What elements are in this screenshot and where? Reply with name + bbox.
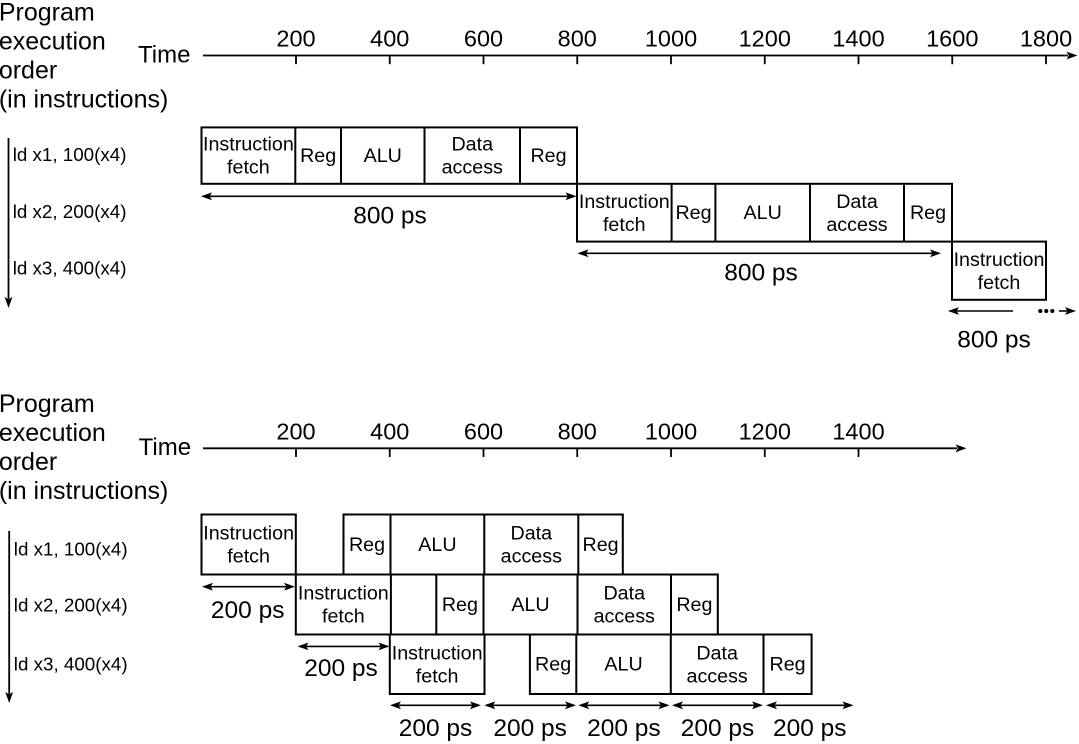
svg-text:order: order bbox=[0, 57, 57, 85]
svg-text:access: access bbox=[826, 214, 887, 236]
svg-text:ld x3, 400(x4): ld x3, 400(x4) bbox=[13, 258, 127, 279]
svg-text:access: access bbox=[687, 665, 748, 687]
svg-text:800 ps: 800 ps bbox=[957, 327, 1031, 354]
svg-text:200 ps: 200 ps bbox=[304, 655, 378, 682]
svg-text:Instruction: Instruction bbox=[203, 134, 294, 156]
svg-text:200 ps: 200 ps bbox=[773, 715, 847, 742]
svg-text:800: 800 bbox=[558, 26, 597, 52]
svg-text:Reg: Reg bbox=[676, 594, 712, 616]
svg-text:200 ps: 200 ps bbox=[681, 715, 755, 742]
svg-text:800 ps: 800 ps bbox=[724, 259, 798, 286]
svg-text:ALU: ALU bbox=[418, 534, 456, 556]
svg-text:Reg: Reg bbox=[442, 594, 478, 616]
svg-text:Program: Program bbox=[0, 390, 95, 418]
svg-text:Data: Data bbox=[696, 642, 738, 664]
svg-text:600: 600 bbox=[464, 26, 503, 52]
svg-text:ALU: ALU bbox=[511, 594, 549, 616]
svg-text:1200: 1200 bbox=[739, 26, 791, 52]
svg-text:execution: execution bbox=[0, 28, 106, 56]
svg-text:Reg: Reg bbox=[582, 534, 618, 556]
svg-text:1200: 1200 bbox=[739, 418, 791, 444]
svg-text:Reg: Reg bbox=[530, 145, 566, 167]
svg-text:ALU: ALU bbox=[744, 202, 782, 224]
svg-text:Reg: Reg bbox=[349, 534, 385, 556]
svg-text:fetch: fetch bbox=[978, 272, 1021, 294]
svg-text:fetch: fetch bbox=[227, 546, 270, 568]
svg-text:Data: Data bbox=[511, 523, 553, 545]
svg-text:Time: Time bbox=[138, 41, 190, 68]
svg-text:access: access bbox=[594, 606, 655, 628]
svg-text:600: 600 bbox=[464, 418, 503, 444]
svg-text:400: 400 bbox=[370, 418, 409, 444]
svg-text:ALU: ALU bbox=[604, 654, 642, 676]
svg-text:1400: 1400 bbox=[832, 418, 884, 444]
svg-text:ld x1, 100(x4): ld x1, 100(x4) bbox=[14, 539, 128, 560]
svg-text:Data: Data bbox=[451, 134, 493, 156]
svg-text:(in instructions): (in instructions) bbox=[0, 86, 168, 114]
svg-text:Instruction: Instruction bbox=[298, 583, 389, 605]
svg-text:1000: 1000 bbox=[645, 26, 697, 52]
svg-text:1400: 1400 bbox=[832, 26, 884, 52]
svg-text:200 ps: 200 ps bbox=[399, 715, 473, 742]
svg-text:fetch: fetch bbox=[603, 214, 646, 236]
svg-text:1800: 1800 bbox=[1020, 26, 1072, 52]
svg-text:Instruction: Instruction bbox=[954, 249, 1045, 271]
svg-text:800: 800 bbox=[558, 418, 597, 444]
svg-text:ld x2, 200(x4): ld x2, 200(x4) bbox=[14, 595, 128, 616]
svg-text:200 ps: 200 ps bbox=[587, 715, 661, 742]
svg-text:access: access bbox=[501, 546, 562, 568]
svg-text:800 ps: 800 ps bbox=[353, 203, 427, 230]
svg-text:Reg: Reg bbox=[300, 145, 336, 167]
svg-text:Reg: Reg bbox=[769, 654, 805, 676]
svg-text:Instruction: Instruction bbox=[392, 642, 483, 664]
svg-text:order: order bbox=[0, 448, 57, 476]
svg-text:1000: 1000 bbox=[645, 418, 697, 444]
svg-text:fetch: fetch bbox=[416, 665, 459, 687]
svg-text:200 ps: 200 ps bbox=[211, 597, 285, 624]
svg-text:ld x1, 100(x4): ld x1, 100(x4) bbox=[13, 144, 127, 165]
svg-text:fetch: fetch bbox=[322, 606, 365, 628]
svg-text:Data: Data bbox=[836, 191, 878, 213]
svg-text:Data: Data bbox=[603, 583, 645, 605]
svg-text:200: 200 bbox=[276, 26, 315, 52]
svg-text:ld x3, 400(x4): ld x3, 400(x4) bbox=[14, 654, 128, 675]
svg-text:Program: Program bbox=[0, 0, 95, 27]
svg-text:200: 200 bbox=[276, 418, 315, 444]
svg-text:Instruction: Instruction bbox=[579, 191, 670, 213]
svg-text:Instruction: Instruction bbox=[203, 523, 294, 545]
svg-text:400: 400 bbox=[370, 26, 409, 52]
svg-text:(in instructions): (in instructions) bbox=[0, 477, 168, 505]
svg-text:ld x2, 200(x4): ld x2, 200(x4) bbox=[13, 201, 127, 222]
svg-text:execution: execution bbox=[0, 419, 106, 447]
svg-text:access: access bbox=[442, 157, 503, 179]
svg-text:Reg: Reg bbox=[910, 202, 946, 224]
svg-text:Reg: Reg bbox=[675, 202, 711, 224]
svg-text:1600: 1600 bbox=[926, 26, 978, 52]
svg-text:Reg: Reg bbox=[535, 654, 571, 676]
svg-text:200 ps: 200 ps bbox=[493, 715, 567, 742]
svg-text:Time: Time bbox=[139, 434, 191, 461]
svg-text:fetch: fetch bbox=[227, 157, 270, 179]
svg-text:ALU: ALU bbox=[364, 145, 402, 167]
